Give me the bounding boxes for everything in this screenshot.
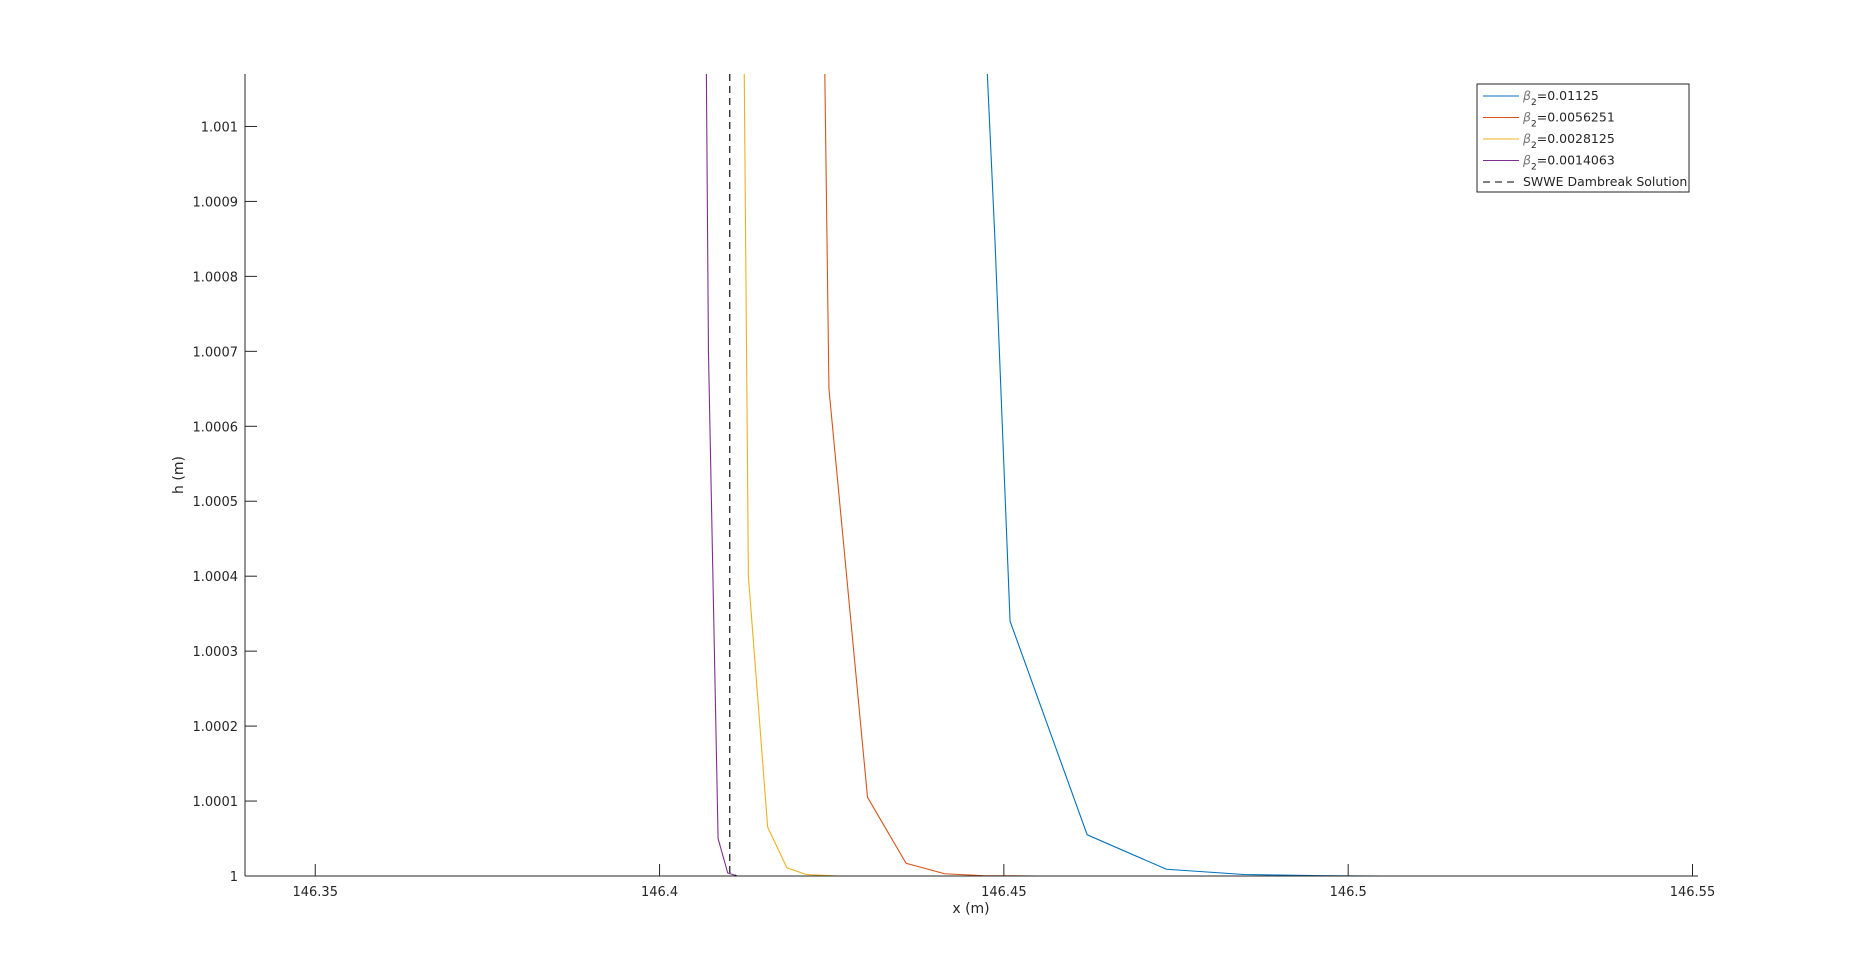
y-tick-label: 1.0009 (193, 195, 239, 210)
y-tick-label: 1.0003 (193, 645, 239, 660)
x-axis-label: x (m) (952, 901, 989, 917)
series-line-4 (705, 74, 1698, 876)
x-axis-ticks: 146.35 146.4 146.45 146.5 146.55 (292, 864, 1715, 900)
x-tick-label: 146.5 (1330, 885, 1367, 900)
legend-entries: β2=0.01125β2=0.0056251β2=0.0028125β2=0.0… (1483, 88, 1687, 189)
legend-box (1476, 83, 1690, 193)
y-tick-label: 1.0004 (193, 570, 239, 585)
y-tick-label: 1.0002 (193, 720, 239, 735)
legend: β2=0.01125β2=0.0056251β2=0.0028125β2=0.0… (1476, 83, 1690, 193)
x-tick-label: 146.35 (292, 885, 338, 900)
x-tick-label: 146.45 (981, 885, 1027, 900)
y-tick-label: 1.0005 (193, 495, 239, 510)
series-line-3 (743, 74, 1698, 876)
x-tick-label: 146.55 (1670, 885, 1716, 900)
y-tick-label: 1.001 (201, 120, 238, 135)
x-tick-label: 146.4 (641, 885, 678, 900)
y-tick-label: 1.0001 (193, 795, 239, 810)
y-axis-ticks: 1 1.0001 1.0002 1.0003 1.0004 1.0005 1.0006 1.0… (193, 120, 257, 885)
y-tick-label: 1.0007 (193, 345, 239, 360)
y-tick-label: 1.0006 (193, 420, 239, 435)
legend-label-2: β2=0.0056251 (1522, 110, 1615, 130)
y-axis-label: h (m) (171, 456, 187, 494)
axes-background (245, 74, 1698, 876)
y-tick-label: 1.0008 (193, 270, 239, 285)
legend-label-4: β2=0.0014063 (1522, 153, 1615, 173)
legend-label-1: β2=0.01125 (1522, 88, 1599, 108)
legend-label-5: SWWE Dambreak Solution (1523, 174, 1687, 189)
y-tick-label: 1 (230, 870, 238, 885)
series-line-5 (729, 74, 1698, 876)
legend-label-3: β2=0.0028125 (1522, 131, 1615, 151)
plot-area: 146.35 146.4 146.45 146.5 146.55 1 1.0001 1.00… (193, 74, 1715, 900)
